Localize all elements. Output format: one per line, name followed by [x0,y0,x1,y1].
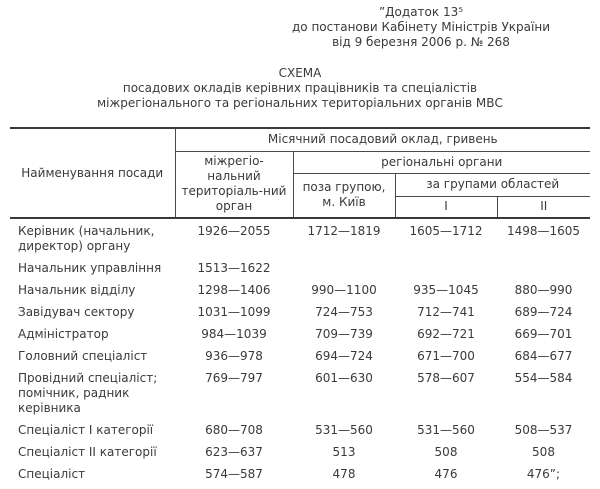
cell-interregional: 1031—1099 [197,305,271,319]
cell-outside-group: 531—560 [315,423,373,437]
header-monthly-salary: Місячний посадовий оклад, гривень [174,127,590,152]
cell-group-i: 935—1045 [413,283,479,297]
cell-group-i: 671—700 [417,349,475,363]
cell-outside-group: 601—630 [315,371,373,385]
cell-outside-group: 990—1100 [311,283,377,297]
header-row-2: міжрегіо-нальний територіаль-ний орган р… [10,150,590,219]
cell-interregional: 984—1039 [201,327,267,341]
annotation-line-1: ”Додаток 13⁵ [378,5,464,19]
cell-group-ii: 508 [532,445,555,459]
header-row-1: Найменування посади Місячний посадовий о… [10,127,590,219]
cell-group-ii [497,256,590,278]
annotation-line-3: від 9 березня 2006 р. № 268 [332,35,510,49]
cell-post: Головний спеціаліст [18,349,148,363]
cell-outside-group: 694—724 [315,349,373,363]
title-line-1: СХЕМА [278,66,322,80]
cell-group-i: 712—741 [417,305,475,319]
cell-interregional: 1926—2055 [197,224,271,238]
cell-outside-group: 709—739 [315,327,373,341]
table-row: Начальник відділу 1298—1406 990—1100 935… [10,278,590,300]
header-row-4: I II [10,195,590,219]
cell-post: Начальник управління [18,261,162,275]
header-group-i: I [394,195,498,219]
header-interregional-body: міжрегіо-нальний територіаль-ний орган [174,150,294,219]
cell-group-ii: 689—724 [514,305,573,319]
table-row: Начальник управління 1513—1622 [10,256,590,278]
cell-interregional: 936—978 [205,349,263,363]
cell-group-ii: 508—537 [514,423,573,437]
annotation-line-2: до постанови Кабінету Міністрів України [292,20,550,34]
header-by-oblast-groups: за групами областей [394,172,590,197]
table-row: Завідувач сектору 1031—1099 724—753 712—… [10,300,590,322]
salary-table: Найменування посади Місячний посадовий о… [10,127,590,484]
cell-post: Завідувач сектору [18,305,135,319]
header-post: Найменування посади [10,127,176,219]
cell-outside-group: 724—753 [315,305,373,319]
table-header: Найменування посади Місячний посадовий о… [10,127,590,219]
header-group-ii: II [496,195,590,219]
cell-post: Керівник (начальник, директор) органу [18,224,155,253]
cell-outside-group [293,256,395,278]
cell-interregional: 769—797 [205,371,263,385]
document-title: СХЕМА посадових окладів керівних працівн… [0,66,600,111]
cell-outside-group: 513 [332,445,356,459]
table-row: Керівник (начальник, директор) органу 19… [10,218,590,256]
table-row: Спеціаліст 574—587 478 476 476”; [10,462,590,484]
cell-post: Адміністратор [18,327,109,341]
cell-group-i: 1605—1712 [409,224,483,238]
cell-interregional: 1513—1622 [197,261,271,275]
cell-group-ii: 554—584 [514,371,573,385]
cell-outside-group: 1712—1819 [307,224,381,238]
cell-post: Спеціаліст I категорії [18,423,154,437]
cell-interregional: 574—587 [205,467,263,481]
table-row: Головний спеціаліст 936—978 694—724 671—… [10,344,590,366]
cell-group-i [395,256,497,278]
appendix-annotation: ”Додаток 13⁵ до постанови Кабінету Мініс… [250,5,592,50]
cell-group-ii: 1498—1605 [506,224,581,238]
cell-group-i: 692—721 [417,327,475,341]
cell-outside-group: 478 [332,467,356,481]
cell-post: Провідний спеціаліст; помічник, радник к… [18,371,158,415]
cell-interregional: 623—637 [205,445,263,459]
cell-group-ii: 684—677 [514,349,573,363]
table-row: Спеціаліст I категорії 680—708 531—560 5… [10,418,590,440]
cell-post: Спеціаліст [18,467,86,481]
cell-group-i: 508 [434,445,458,459]
header-row-3: поза групою, м. Київ за групами областей [10,172,590,219]
table-row: Провідний спеціаліст; помічник, радник к… [10,366,590,418]
cell-group-ii: 476”; [526,467,561,481]
table-body: Керівник (начальник, директор) органу 19… [10,218,590,484]
cell-group-i: 476 [434,467,458,481]
cell-interregional: 680—708 [205,423,263,437]
cell-post: Начальник відділу [18,283,136,297]
header-regional-bodies: регіональні органи [292,150,590,174]
cell-group-i: 531—560 [417,423,475,437]
header-outside-group-kyiv: поза групою, м. Київ [292,172,396,219]
cell-interregional: 1298—1406 [197,283,271,297]
title-line-3: міжрегіонального та регіональних територ… [97,96,503,110]
cell-group-i: 578—607 [417,371,475,385]
title-line-2: посадових окладів керівних працівників т… [122,81,478,95]
table-row: Спеціаліст II категорії 623—637 513 508 … [10,440,590,462]
cell-post: Спеціаліст II категорії [18,445,157,459]
cell-group-ii: 880—990 [514,283,573,297]
cell-group-ii: 669—701 [514,327,573,341]
table-row: Адміністратор 984—1039 709—739 692—721 6… [10,322,590,344]
